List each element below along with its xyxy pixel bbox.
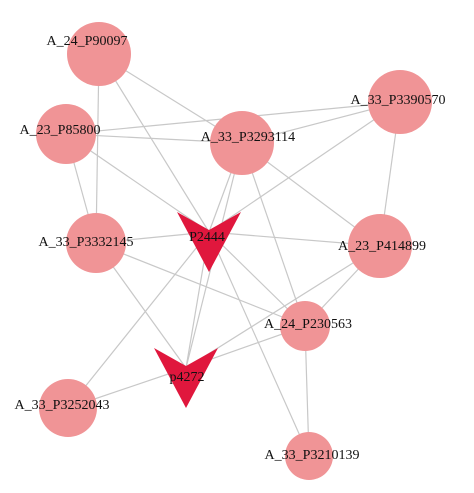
node-label: A_24_P230563: [264, 317, 352, 332]
nodes: A_24_P90097 A_23_P85800 A_33_P3293114 A_33_…: [15, 22, 446, 480]
node-label: A_24_P90097: [47, 34, 128, 49]
node-label: A_33_P3390570: [351, 93, 446, 108]
edge: [241, 142, 306, 327]
node-label: P2444: [189, 230, 225, 245]
protein-node: [154, 348, 218, 408]
gene-node: [39, 379, 97, 437]
edge: [185, 245, 381, 369]
node-label: A_23_P414899: [338, 239, 426, 254]
gene-node: [348, 214, 412, 278]
node-label: A_33_P3252043: [15, 398, 110, 413]
gene-node: [280, 301, 330, 351]
gene-node: [66, 213, 126, 273]
gene-node: [210, 111, 274, 175]
node-label: A_33_P3332145: [39, 235, 134, 250]
edge: [98, 53, 210, 233]
gene-node: [368, 70, 432, 134]
gene-node: [36, 104, 96, 164]
gene-node: [67, 22, 131, 86]
node-label: A_23_P85800: [20, 123, 101, 138]
node-label: p4272: [170, 370, 205, 385]
gene-node: [285, 432, 333, 480]
node-label: A_33_P3210139: [265, 448, 360, 463]
protein-node: [177, 212, 241, 272]
node-label: A_33_P3293114: [201, 130, 295, 145]
edge: [67, 231, 210, 409]
edge: [208, 231, 310, 457]
edge: [208, 101, 401, 233]
